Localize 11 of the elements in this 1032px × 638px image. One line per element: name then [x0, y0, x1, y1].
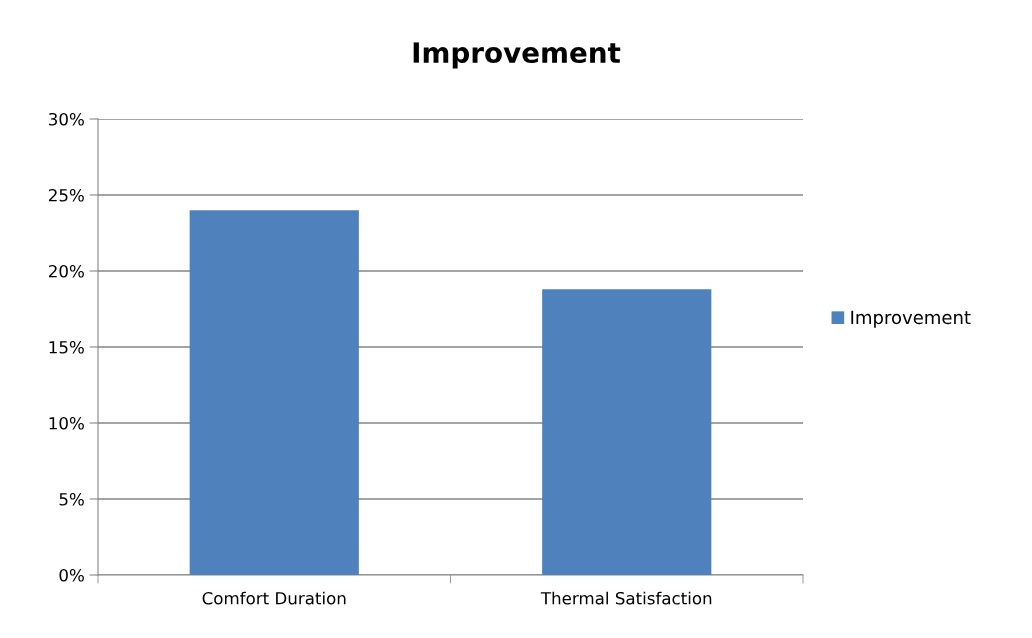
x-tick-label: Thermal Satisfaction [540, 591, 712, 605]
chart-title: Improvement [413, 42, 621, 69]
y-tick-label: 0% [59, 568, 84, 582]
x-tick-label: Comfort Duration [202, 591, 346, 605]
y-tick-label: 5% [59, 492, 84, 506]
y-tick-label: 25% [48, 188, 84, 202]
y-tick-label: 15% [49, 340, 84, 354]
y-tick-label: 10% [49, 416, 84, 430]
y-tick-label: 20% [48, 264, 84, 278]
y-tick-label: 30% [49, 112, 84, 126]
legend-label: Improvement [851, 310, 971, 328]
